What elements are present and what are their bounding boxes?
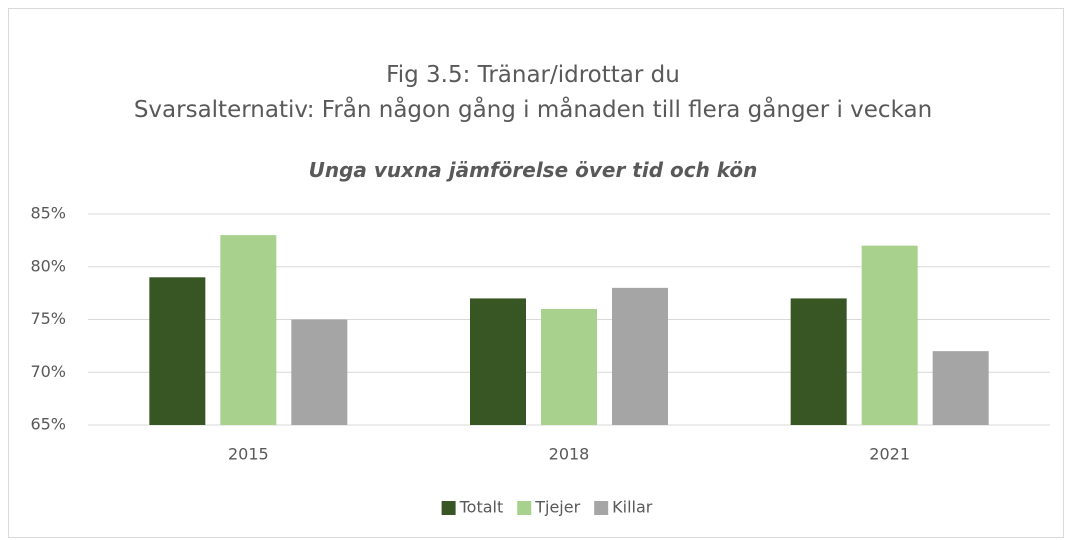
legend-swatch <box>441 501 456 515</box>
chart-subtitle: Svarsalternativ: Från någon gång i månad… <box>133 97 933 123</box>
x-tick-label: 2018 <box>549 445 590 464</box>
bar <box>612 287 668 425</box>
legend-label: Totalt <box>459 498 504 517</box>
bar <box>220 235 277 425</box>
y-tick-label: 85% <box>30 204 66 223</box>
bar <box>149 277 206 425</box>
bar <box>861 245 918 425</box>
bar <box>291 319 348 425</box>
legend-swatch <box>517 501 532 515</box>
y-tick-label: 75% <box>30 309 66 328</box>
legend-label: Killar <box>612 498 653 517</box>
legend-swatch <box>594 501 609 515</box>
y-tick-label: 80% <box>30 256 66 275</box>
bar <box>790 298 847 425</box>
x-tick-label: 2021 <box>869 445 910 464</box>
legend-label: Tjejer <box>534 498 580 517</box>
chart-frame <box>8 8 1064 538</box>
bar <box>470 298 526 425</box>
y-tick-label: 65% <box>30 415 66 434</box>
chart-title: Fig 3.5: Tränar/idrottar du <box>386 62 680 88</box>
bar <box>541 308 597 425</box>
y-tick-label: 70% <box>30 362 66 381</box>
bar <box>932 351 989 425</box>
x-tick-label: 2015 <box>228 445 269 464</box>
chart-description: Unga vuxna jämförelse över tid och kön <box>308 158 758 182</box>
